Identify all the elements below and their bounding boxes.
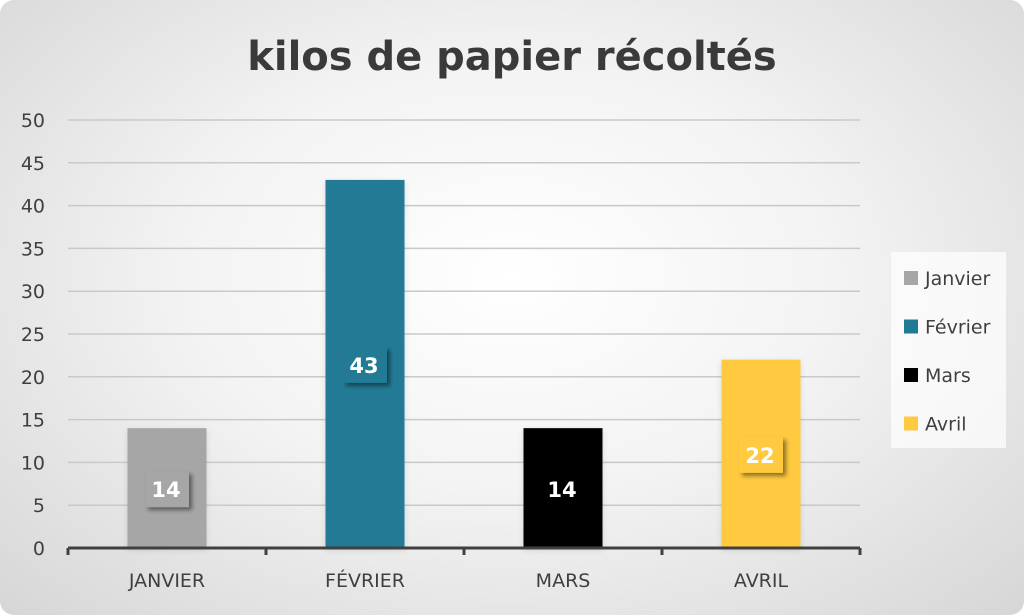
data-label: 43 <box>349 354 378 378</box>
x-tick-label: JANVIER <box>128 570 205 592</box>
y-tick-label: 10 <box>21 452 45 474</box>
chart-title: kilos de papier récoltés <box>247 34 777 80</box>
y-tick-label: 45 <box>21 153 45 175</box>
legend-swatch <box>904 368 918 382</box>
y-tick-label: 20 <box>21 367 45 389</box>
data-label: 14 <box>151 478 180 502</box>
y-tick-label: 5 <box>33 495 45 517</box>
data-label-box <box>343 346 387 383</box>
x-tick-label: MARS <box>536 570 591 592</box>
y-tick-label: 0 <box>33 538 45 560</box>
bars <box>127 179 801 549</box>
x-axis <box>66 546 862 555</box>
x-tick-label: FÉVRIER <box>325 569 405 592</box>
legend-label: Janvier <box>924 268 991 290</box>
y-tick-label: 35 <box>21 238 45 260</box>
legend-label: Février <box>925 317 991 339</box>
bar-mars <box>523 428 603 548</box>
data-label-group: 22 <box>739 436 783 473</box>
data-label: 14 <box>547 478 576 502</box>
data-labels: 14 JANVIER 43 FÉVRIER 14 MARS 22 AVRIL <box>128 346 789 592</box>
data-label-box <box>145 471 189 508</box>
y-tick-label: 40 <box>21 196 45 218</box>
y-tick-label: 30 <box>21 281 45 303</box>
data-label-group: 43 <box>343 346 387 383</box>
data-label-group: 14 <box>547 478 576 502</box>
y-tick-label: 15 <box>21 410 45 432</box>
x-tick-label: AVRIL <box>734 570 789 592</box>
legend-swatch <box>904 416 918 431</box>
data-label-group: 14 <box>145 471 189 508</box>
legend-label: Mars <box>925 365 971 387</box>
legend-label: Avril <box>925 414 967 436</box>
data-label-box <box>739 436 783 473</box>
legend-swatch <box>904 319 918 334</box>
legend: Janvier Février Mars Avril <box>904 268 991 436</box>
y-tick-label: 25 <box>21 324 45 346</box>
data-label: 22 <box>745 444 774 468</box>
legend-swatch <box>904 271 918 285</box>
y-tick-label: 50 <box>21 110 45 132</box>
